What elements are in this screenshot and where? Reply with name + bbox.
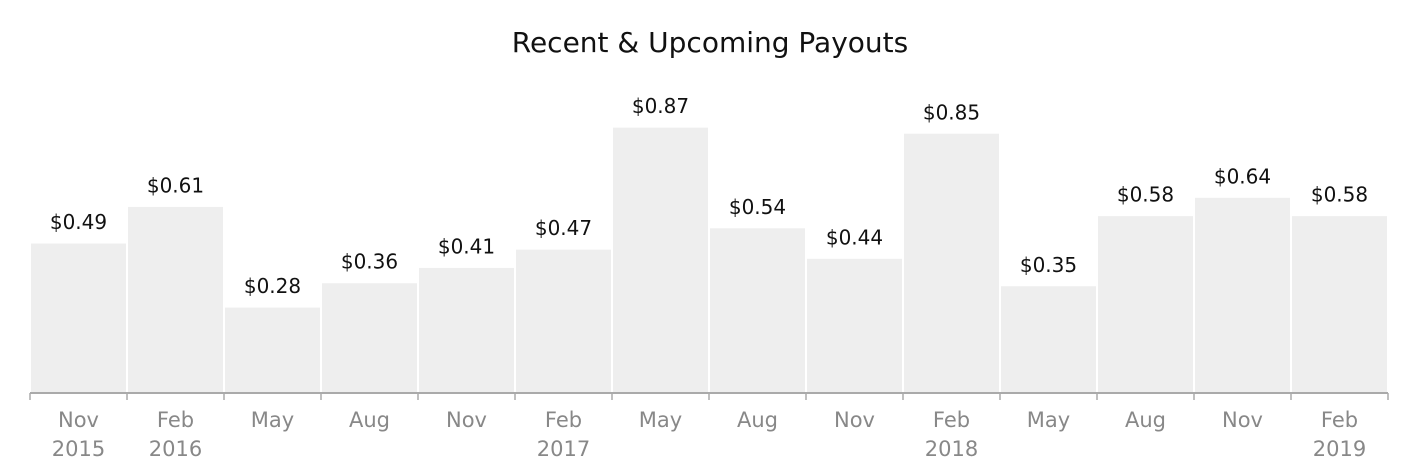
value-label: $0.58 bbox=[1117, 183, 1174, 207]
bar bbox=[128, 206, 223, 393]
value-label: $0.64 bbox=[1214, 164, 1271, 188]
x-tick-label: Nov bbox=[1222, 408, 1263, 432]
bar bbox=[1098, 216, 1193, 393]
chart-title: Recent & Upcoming Payouts bbox=[512, 26, 908, 59]
x-tick-label: Nov 2015 bbox=[51, 408, 106, 461]
bar bbox=[31, 243, 126, 393]
bar bbox=[1292, 216, 1387, 393]
bar bbox=[904, 133, 999, 393]
x-tick-label: Aug bbox=[736, 408, 778, 432]
bar bbox=[225, 307, 320, 393]
bar bbox=[613, 127, 708, 394]
x-tick-label: Feb 2016 bbox=[148, 408, 203, 461]
value-label: $0.36 bbox=[341, 250, 398, 274]
x-tick-label: Feb 2017 bbox=[536, 408, 591, 461]
bar bbox=[322, 283, 417, 393]
bar bbox=[1195, 197, 1290, 393]
bar bbox=[710, 228, 805, 393]
x-tick-label: May bbox=[250, 408, 295, 432]
x-tick-label: Feb 2018 bbox=[924, 408, 979, 461]
bar bbox=[1001, 286, 1096, 393]
x-tick-label: May bbox=[1026, 408, 1071, 432]
bar bbox=[516, 249, 611, 393]
x-tick-label: Aug bbox=[1124, 408, 1166, 432]
x-tick-label: Nov bbox=[834, 408, 875, 432]
value-label: $0.35 bbox=[1020, 253, 1077, 277]
value-label: $0.61 bbox=[147, 173, 204, 197]
value-label: $0.41 bbox=[438, 234, 495, 258]
value-label: $0.87 bbox=[632, 94, 689, 118]
value-label: $0.85 bbox=[923, 100, 980, 124]
x-tick-label: May bbox=[638, 408, 683, 432]
x-tick-label: Nov bbox=[446, 408, 487, 432]
value-label: $0.49 bbox=[50, 210, 107, 234]
value-label: $0.47 bbox=[535, 216, 592, 240]
value-label: $0.54 bbox=[729, 195, 786, 219]
bar bbox=[419, 267, 514, 393]
value-label: $0.28 bbox=[244, 274, 301, 298]
value-label: $0.58 bbox=[1311, 183, 1368, 207]
x-tick-label: Aug bbox=[348, 408, 390, 432]
value-label: $0.44 bbox=[826, 225, 883, 249]
bar bbox=[807, 258, 902, 393]
x-tick-label: Feb 2019 bbox=[1312, 408, 1367, 461]
